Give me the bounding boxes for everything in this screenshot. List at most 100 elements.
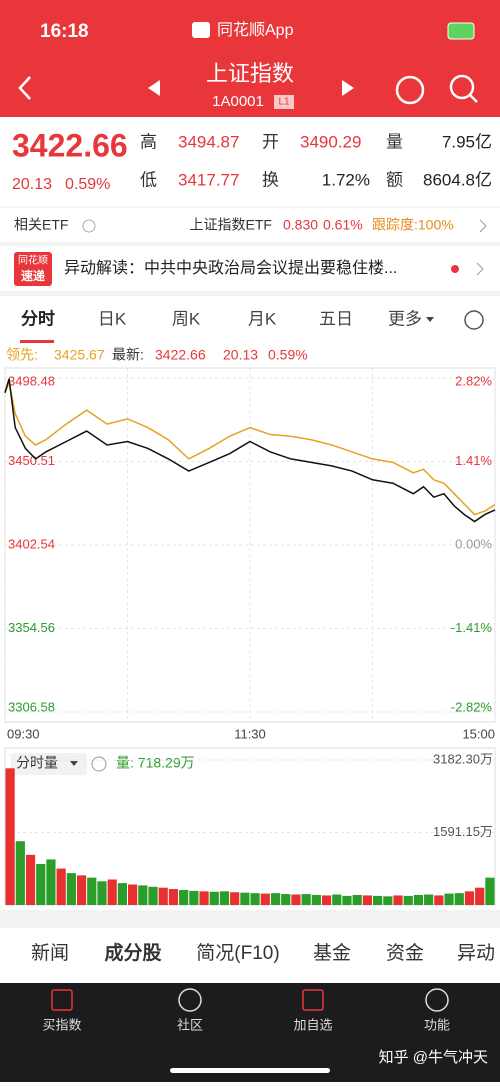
- y-tick-label: 3182.30万: [433, 751, 493, 766]
- nav-icon[interactable]: [178, 988, 202, 1012]
- bottom-tab[interactable]: 成分股: [104, 941, 161, 964]
- robot-button[interactable]: [395, 75, 425, 105]
- next-button[interactable]: [342, 80, 354, 96]
- nav-label[interactable]: 社区: [177, 1017, 203, 1032]
- volume-bar: [15, 841, 25, 905]
- legend-pct: 0.59%: [268, 347, 308, 363]
- volume-bar: [311, 894, 321, 905]
- volume-bar: [148, 886, 158, 905]
- y2-tick-label: -2.82%: [451, 699, 493, 714]
- volume-bar: [179, 889, 189, 905]
- tab[interactable]: 日K: [98, 309, 127, 328]
- news-logo: [14, 252, 52, 286]
- legend-value: 3422.66: [155, 347, 206, 363]
- price: 3422.66: [12, 127, 128, 163]
- value: 3490.29: [300, 132, 361, 151]
- separator: [0, 242, 500, 246]
- y-tick-label: 3498.48: [8, 373, 55, 388]
- etf-price: 0.830: [283, 217, 318, 233]
- status-time: 16:18: [40, 21, 89, 42]
- volume-bar: [342, 895, 352, 905]
- help-icon[interactable]: [91, 756, 107, 772]
- nav-icon[interactable]: [51, 989, 73, 1011]
- nav-label[interactable]: 买指数: [42, 1017, 81, 1032]
- chevron: [479, 219, 487, 233]
- volume-bar: [413, 894, 424, 905]
- tab[interactable]: 五日: [319, 309, 353, 328]
- volume-bar: [373, 895, 383, 905]
- bottom-tab[interactable]: 新闻: [31, 942, 69, 964]
- volume-bar: [475, 887, 485, 905]
- tab[interactable]: 周K: [172, 309, 201, 328]
- help-icon[interactable]: [82, 219, 96, 233]
- volume-bar: [25, 854, 36, 905]
- back-button[interactable]: [18, 76, 31, 100]
- x-tick-label: 15:00: [462, 726, 495, 741]
- tab[interactable]: 月K: [248, 309, 277, 328]
- nav-label[interactable]: 加自选: [293, 1017, 332, 1032]
- bottom-tab[interactable]: 异动: [457, 942, 495, 964]
- volume-bar: [444, 893, 454, 905]
- volume-bar: [485, 877, 495, 905]
- volume-bar: [117, 883, 127, 905]
- etf-name[interactable]: 上证指数ETF: [190, 217, 272, 233]
- bottom-tab[interactable]: 基金: [313, 942, 351, 964]
- y2-tick-label: 2.82%: [455, 373, 492, 388]
- bottom-tab[interactable]: 资金: [386, 942, 424, 964]
- price-line: [4, 379, 496, 516]
- volume-bar: [87, 877, 97, 905]
- search-button[interactable]: [449, 74, 475, 100]
- volume-bar: [219, 891, 230, 905]
- nav-icon[interactable]: [425, 988, 449, 1012]
- volume-title: 分时量: [16, 755, 58, 771]
- volume-bar: [5, 768, 15, 905]
- volume-bar: [230, 892, 240, 905]
- app-icon: [192, 22, 210, 38]
- price-chart: 3306.58 3354.56 3402.54 3450.51 3498.48 -2.82…: [4, 367, 496, 741]
- quote-grid: 高 3494.87 开 3490.29 量 7.95亿 低 3417.77 换 …: [140, 132, 492, 189]
- value: 8604.8亿: [423, 170, 492, 189]
- news-text[interactable]: 异动解读：中共中央政治局会议提出要稳住楼...: [64, 259, 397, 277]
- dropdown-arrow: [70, 761, 78, 766]
- stock-code: 1A0001: [212, 93, 264, 110]
- bottom-tab[interactable]: 简况(F10): [196, 942, 279, 964]
- badge: L1: [278, 97, 290, 108]
- price-line: [4, 378, 496, 523]
- settings-button[interactable]: [464, 310, 484, 330]
- volume-bar: [332, 894, 342, 905]
- volume-bar: [209, 891, 219, 905]
- tab[interactable]: 分时: [21, 309, 55, 328]
- nav-label[interactable]: 功能: [424, 1017, 450, 1032]
- volume-bar: [76, 875, 87, 905]
- tabs: 分时 日K 周K 月K 五日 更多: [21, 309, 434, 328]
- volume-bar: [352, 894, 362, 905]
- label: 额: [386, 170, 403, 189]
- volume-bar: [199, 891, 209, 905]
- tab[interactable]: 更多: [388, 309, 422, 328]
- legend-name: 最新:: [112, 347, 144, 363]
- label: 高: [140, 132, 157, 151]
- page-title: 上证指数: [206, 61, 294, 86]
- volume-bar: [454, 893, 464, 905]
- badge-bg: [274, 95, 294, 109]
- volume-bar: [36, 863, 46, 905]
- nav-icon[interactable]: [302, 989, 324, 1011]
- label: 低: [140, 170, 157, 189]
- logo-bottom: 速递: [21, 268, 45, 283]
- volume-value: 量: 718.29万: [116, 755, 195, 771]
- logo-top: 同花顺: [18, 254, 48, 267]
- y2-tick-label: 0.00%: [455, 536, 492, 551]
- volume-bar: [301, 894, 311, 905]
- volume-bar: [291, 894, 301, 905]
- volume-bar: [403, 895, 413, 905]
- y-tick-label: 3450.51: [8, 453, 55, 468]
- y-tick-label: 3402.54: [8, 536, 55, 551]
- x-tick-label: 11:30: [234, 726, 266, 741]
- selector[interactable]: [11, 753, 87, 775]
- y-tick-label: 3306.58: [8, 699, 55, 714]
- y-tick-label: 3354.56: [8, 620, 55, 635]
- volume-bar: [260, 893, 270, 905]
- prev-button[interactable]: [148, 80, 160, 96]
